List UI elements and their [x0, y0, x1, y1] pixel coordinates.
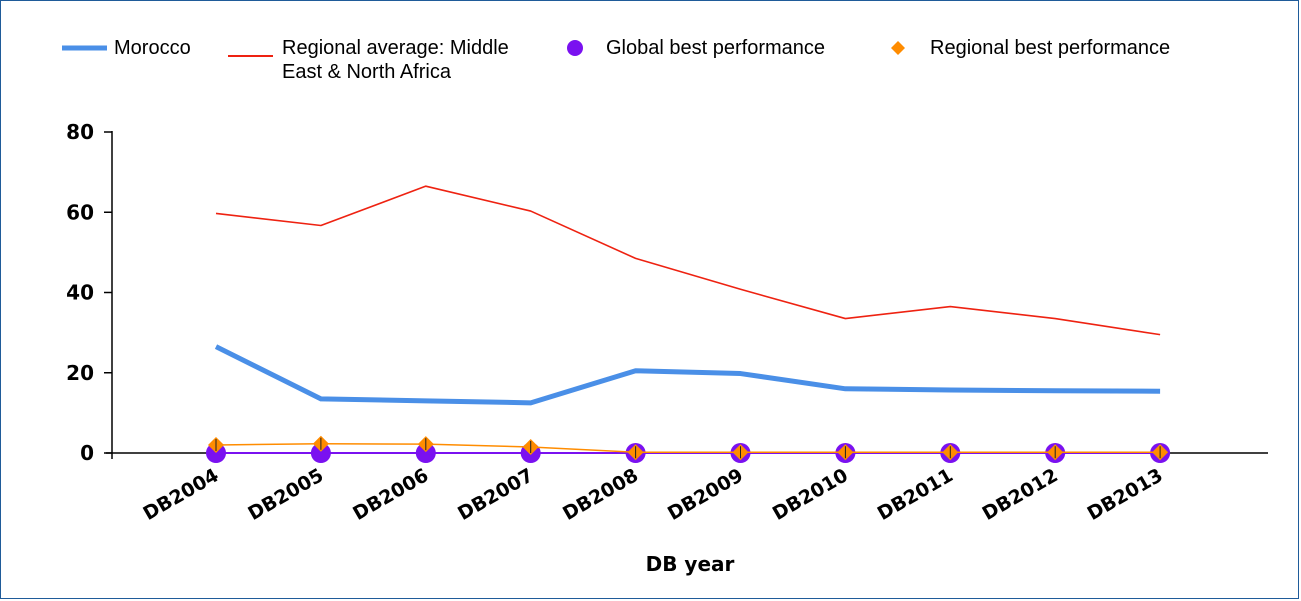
legend-item: Regional average: Middle East & North Afr… — [228, 37, 509, 83]
legend-label: Regional best performance — [930, 37, 1170, 59]
legend: Morocco Regional average: Middle East & No… — [62, 37, 1170, 83]
x-tick-label: DB2005 — [244, 464, 327, 525]
legend-item: Global best performance — [567, 37, 825, 59]
legend-label: Regional average: Middle East & North Afr… — [282, 37, 509, 83]
legend-item: Morocco — [62, 37, 191, 59]
y-tick-label: 40 — [66, 281, 94, 305]
x-tick-label: DB2012 — [979, 464, 1062, 525]
x-tick-label: DB2004 — [139, 464, 222, 525]
series-line — [216, 444, 1160, 452]
legend-label: Morocco — [114, 37, 191, 59]
x-tick-label: DB2010 — [769, 464, 852, 525]
x-tick-label: DB2009 — [664, 464, 747, 525]
y-tick-label: 20 — [66, 361, 94, 385]
series-line — [216, 347, 1160, 403]
legend-swatch — [891, 41, 905, 55]
legend-swatch — [567, 40, 583, 56]
series-line — [216, 186, 1160, 334]
x-axis-title: DB year — [646, 552, 735, 576]
x-tick-label: DB2006 — [349, 464, 432, 525]
legend-item: Regional best performance — [891, 37, 1170, 59]
x-tick-label: DB2011 — [874, 464, 957, 525]
x-tick-label: DB2008 — [559, 464, 642, 525]
y-tick-label: 80 — [66, 120, 94, 144]
plot-area: 0 20 40 60 80 DB2004 DB2005 DB2006 DB2007 DB2008 D… — [66, 120, 1268, 525]
x-tick-label: DB2007 — [454, 464, 537, 525]
legend-label: Global best performance — [606, 37, 825, 59]
y-tick-label: 0 — [80, 441, 94, 465]
x-tick-label: DB2013 — [1084, 464, 1167, 525]
y-tick-label: 60 — [66, 200, 94, 224]
